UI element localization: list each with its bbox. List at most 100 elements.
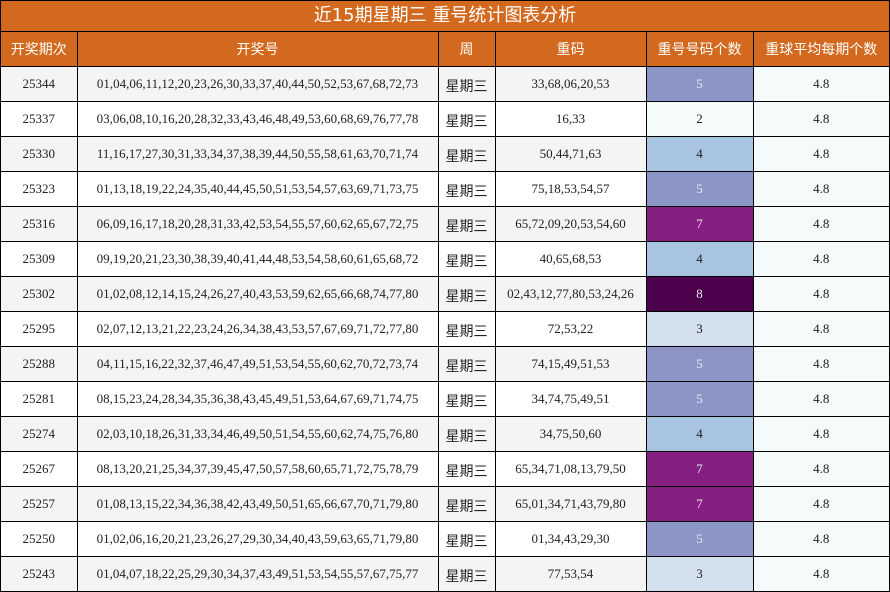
cell-repeats: 34,75,50,60: [494, 416, 647, 452]
cell-issue: 25295: [1, 311, 78, 347]
header-issue: 开奖期次: [1, 32, 78, 67]
cell-average: 4.8: [752, 101, 889, 137]
cell-week: 星期三: [437, 136, 496, 172]
cell-week: 星期三: [437, 66, 496, 102]
cell-average: 4.8: [752, 276, 889, 312]
header-repeats: 重码: [494, 32, 647, 67]
cell-repeat-count: 5: [645, 346, 754, 382]
cell-numbers: 01,08,13,15,22,34,36,38,42,43,49,50,51,6…: [76, 486, 439, 522]
cell-repeats: 72,53,22: [494, 311, 647, 347]
cell-week: 星期三: [437, 451, 496, 487]
table-row: 25257 01,08,13,15,22,34,36,38,42,43,49,50…: [1, 486, 889, 522]
cell-week: 星期三: [437, 521, 496, 557]
cell-week: 星期三: [437, 241, 496, 277]
cell-issue: 25257: [1, 486, 78, 522]
cell-numbers: 01,04,07,18,22,25,29,30,34,37,43,49,51,5…: [76, 556, 439, 591]
cell-repeats: 77,53,54: [494, 556, 647, 591]
cell-numbers: 04,11,15,16,22,32,37,46,47,49,51,53,54,5…: [76, 346, 439, 382]
cell-numbers: 08,15,23,24,28,34,35,36,38,43,45,49,51,5…: [76, 381, 439, 417]
table-row: 25337 03,06,08,10,16,20,28,32,33,43,46,48…: [1, 101, 889, 137]
cell-repeats: 65,72,09,20,53,54,60: [494, 206, 647, 242]
cell-issue: 25323: [1, 171, 78, 207]
table-row: 25309 09,19,20,21,23,30,38,39,40,41,44,48…: [1, 241, 889, 277]
cell-numbers: 01,02,08,12,14,15,24,26,27,40,43,53,59,6…: [76, 276, 439, 312]
table-row: 25344 01,04,06,11,12,20,23,26,30,33,37,40…: [1, 66, 889, 102]
cell-repeat-count: 5: [645, 381, 754, 417]
cell-issue: 25281: [1, 381, 78, 417]
cell-numbers: 01,04,06,11,12,20,23,26,30,33,37,40,44,5…: [76, 66, 439, 102]
table-row: 25243 01,04,07,18,22,25,29,30,34,37,43,49…: [1, 556, 889, 591]
table-row: 25267 08,13,20,21,25,34,37,39,45,47,50,57…: [1, 451, 889, 487]
cell-average: 4.8: [752, 381, 889, 417]
header-week: 周: [437, 32, 496, 67]
cell-week: 星期三: [437, 381, 496, 417]
cell-repeat-count: 3: [645, 556, 754, 591]
cell-week: 星期三: [437, 206, 496, 242]
cell-issue: 25309: [1, 241, 78, 277]
table-row: 25250 01,02,06,16,20,21,23,26,27,29,30,34…: [1, 521, 889, 557]
table-row: 25274 02,03,10,18,26,31,33,34,46,49,50,51…: [1, 416, 889, 452]
header-repeat-count: 重号号码个数: [645, 32, 754, 67]
cell-repeats: 33,68,06,20,53: [494, 66, 647, 102]
cell-numbers: 03,06,08,10,16,20,28,32,33,43,46,48,49,5…: [76, 101, 439, 137]
cell-week: 星期三: [437, 311, 496, 347]
table-title: 近15期星期三 重号统计图表分析: [1, 1, 889, 32]
cell-week: 星期三: [437, 556, 496, 591]
cell-numbers: 11,16,17,27,30,31,33,34,37,38,39,44,50,5…: [76, 136, 439, 172]
cell-numbers: 06,09,16,17,18,20,28,31,33,42,53,54,55,5…: [76, 206, 439, 242]
cell-average: 4.8: [752, 346, 889, 382]
cell-repeat-count: 5: [645, 66, 754, 102]
cell-average: 4.8: [752, 556, 889, 591]
cell-issue: 25274: [1, 416, 78, 452]
cell-repeats: 65,01,34,71,43,79,80: [494, 486, 647, 522]
cell-repeat-count: 7: [645, 451, 754, 487]
cell-numbers: 08,13,20,21,25,34,37,39,45,47,50,57,58,6…: [76, 451, 439, 487]
cell-repeat-count: 7: [645, 486, 754, 522]
cell-issue: 25337: [1, 101, 78, 137]
cell-repeat-count: 4: [645, 241, 754, 277]
cell-repeat-count: 2: [645, 101, 754, 137]
cell-repeat-count: 7: [645, 206, 754, 242]
cell-average: 4.8: [752, 171, 889, 207]
table-row: 25316 06,09,16,17,18,20,28,31,33,42,53,54…: [1, 206, 889, 242]
table-row: 25323 01,13,18,19,22,24,35,40,44,45,50,51…: [1, 171, 889, 207]
cell-average: 4.8: [752, 136, 889, 172]
cell-average: 4.8: [752, 416, 889, 452]
cell-repeat-count: 5: [645, 521, 754, 557]
cell-average: 4.8: [752, 486, 889, 522]
cell-issue: 25250: [1, 521, 78, 557]
cell-repeats: 75,18,53,54,57: [494, 171, 647, 207]
cell-repeats: 40,65,68,53: [494, 241, 647, 277]
cell-repeat-count: 5: [645, 171, 754, 207]
cell-average: 4.8: [752, 241, 889, 277]
cell-average: 4.8: [752, 521, 889, 557]
cell-repeats: 16,33: [494, 101, 647, 137]
cell-week: 星期三: [437, 486, 496, 522]
cell-week: 星期三: [437, 276, 496, 312]
cell-issue: 25288: [1, 346, 78, 382]
cell-numbers: 09,19,20,21,23,30,38,39,40,41,44,48,53,5…: [76, 241, 439, 277]
cell-average: 4.8: [752, 311, 889, 347]
cell-issue: 25316: [1, 206, 78, 242]
cell-repeats: 65,34,71,08,13,79,50: [494, 451, 647, 487]
header-numbers: 开奖号: [76, 32, 439, 67]
cell-repeats: 74,15,49,51,53: [494, 346, 647, 382]
cell-issue: 25243: [1, 556, 78, 591]
cell-average: 4.8: [752, 206, 889, 242]
cell-week: 星期三: [437, 346, 496, 382]
cell-repeat-count: 4: [645, 416, 754, 452]
cell-issue: 25330: [1, 136, 78, 172]
table-row: 25330 11,16,17,27,30,31,33,34,37,38,39,44…: [1, 136, 889, 172]
cell-issue: 25267: [1, 451, 78, 487]
cell-repeat-count: 8: [645, 276, 754, 312]
cell-repeats: 50,44,71,63: [494, 136, 647, 172]
cell-numbers: 01,02,06,16,20,21,23,26,27,29,30,34,40,4…: [76, 521, 439, 557]
cell-week: 星期三: [437, 171, 496, 207]
cell-repeats: 02,43,12,77,80,53,24,26: [494, 276, 647, 312]
cell-average: 4.8: [752, 451, 889, 487]
cell-week: 星期三: [437, 416, 496, 452]
table-row: 25281 08,15,23,24,28,34,35,36,38,43,45,49…: [1, 381, 889, 417]
cell-numbers: 02,07,12,13,21,22,23,24,26,34,38,43,53,5…: [76, 311, 439, 347]
cell-issue: 25302: [1, 276, 78, 312]
